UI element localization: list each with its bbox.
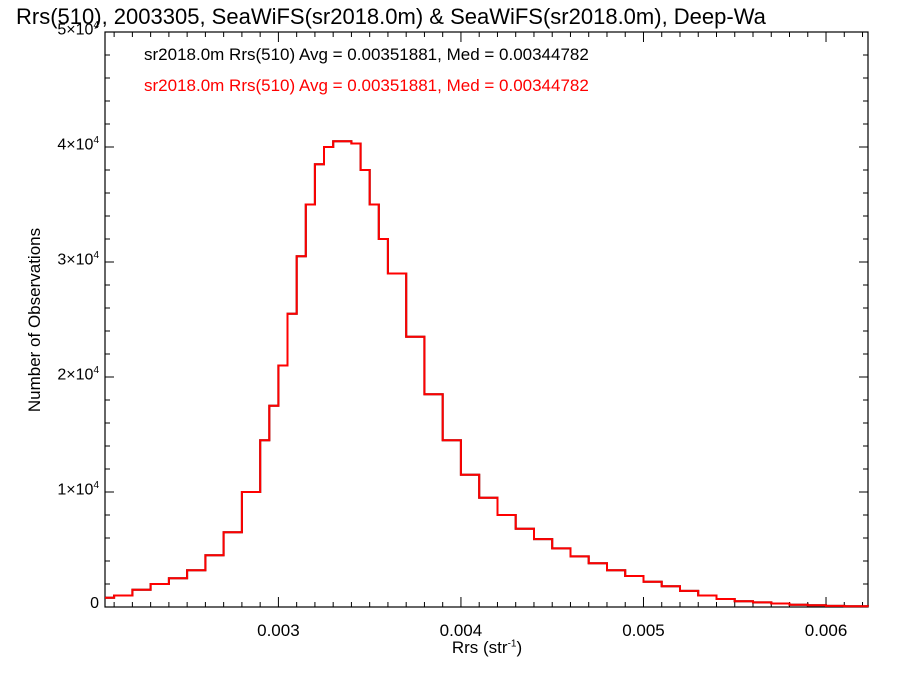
series-black-histogram: [105, 140, 869, 608]
y-tick-label-text: 3×10: [57, 251, 94, 269]
y-tick-label-text: 2×10: [57, 366, 94, 384]
x-axis-title-text: Rrs (str: [451, 638, 508, 657]
x-axis-title-suffix: ): [516, 638, 523, 657]
y-tick-label-exponent: 4: [93, 480, 99, 491]
y-tick-label-text: 1×10: [57, 481, 94, 499]
y-axis-title: Number of Observations: [25, 227, 44, 413]
y-tick-label-text: 5×10: [57, 21, 94, 39]
legend-entry-red: sr2018.0m Rrs(510) Avg = 0.00351881, Med…: [144, 76, 589, 95]
x-tick-label: 0.006: [804, 621, 848, 640]
chart-title: Rrs(510), 2003305, SeaWiFS(sr2018.0m) & …: [16, 4, 766, 29]
y-tick-label: 5×104: [57, 20, 99, 39]
y-tick-label-exponent: 4: [93, 250, 99, 261]
y-tick-label: 3×104: [57, 250, 99, 269]
x-axis-title-exponent: -1: [507, 638, 517, 650]
y-tick-label-exponent: 4: [93, 365, 99, 376]
series-red-histogram: [105, 140, 869, 608]
y-tick-label: 2×104: [57, 365, 99, 384]
y-tick-label-exponent: 4: [93, 135, 99, 146]
x-axis-title: Rrs (str-1): [452, 638, 522, 658]
legend-entry-black: sr2018.0m Rrs(510) Avg = 0.00351881, Med…: [144, 45, 589, 64]
y-tick-label: 4×104: [57, 135, 99, 154]
y-tick-label-exponent: 4: [93, 20, 99, 31]
plot-frame: [104, 31, 869, 608]
y-tick-label: 1×104: [57, 480, 99, 499]
y-tick-label: 0: [90, 595, 99, 613]
x-tick-label: 0.005: [622, 621, 665, 640]
y-tick-label-text: 0: [90, 595, 99, 612]
y-tick-label-text: 4×10: [57, 136, 94, 154]
x-tick-label: 0.004: [439, 621, 483, 640]
x-tick-label: 0.003: [257, 621, 300, 640]
